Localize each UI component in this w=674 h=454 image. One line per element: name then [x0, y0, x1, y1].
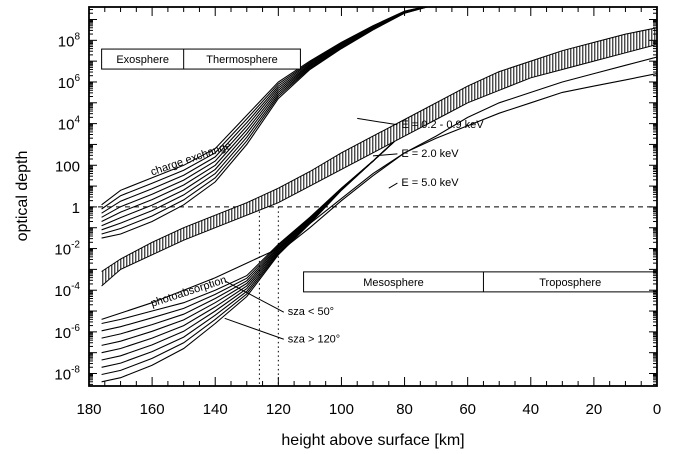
- region-label-1-0: Mesosphere: [363, 277, 424, 289]
- plot-area: [101, 7, 657, 383]
- region-box-0: [101, 48, 301, 70]
- y-tick-label: 10-6: [54, 323, 80, 342]
- region-label-1-1: Troposphere: [539, 277, 601, 289]
- photoabsorption-curve-9: [101, 102, 443, 383]
- y-tick-label: 1: [72, 200, 80, 217]
- grid-layer: [89, 206, 657, 386]
- band-fill: [101, 27, 657, 286]
- y-tick-label: 106: [58, 73, 81, 92]
- leader-line: [224, 317, 284, 340]
- band-upper-edge: [101, 27, 657, 272]
- leader-line: [388, 182, 398, 189]
- curve-3: [101, 56, 657, 320]
- annotation-label: E = 0.2 - 0.9 keV: [401, 119, 484, 131]
- charge_exchange-curve-9: [101, 7, 430, 239]
- annotation-label: sza < 50°: [288, 306, 334, 318]
- x-tick-label: 60: [459, 401, 476, 418]
- region-label-0-0: Exosphere: [116, 54, 169, 66]
- x-tick-label: 120: [266, 401, 291, 418]
- annotation-label: sza > 120°: [288, 333, 340, 345]
- y-tick-label: 10-4: [54, 281, 80, 300]
- x-tick-label: 20: [586, 401, 603, 418]
- region-boxes: Exosphere Thermosphere Mesosphere Troposphe…: [101, 48, 658, 293]
- region-label-0-1: Thermosphere: [206, 54, 278, 66]
- x-tick-label: 40: [522, 401, 539, 418]
- axes: 10-8 10-6 10-4 10-2 1 100 104 106 108 180 160 140 12…: [54, 7, 661, 418]
- annotation-label: photoabsorption: [149, 274, 228, 310]
- y-tick-label: 108: [58, 31, 81, 50]
- charge_exchange-curve-4: [101, 7, 428, 218]
- y-tick-label: 104: [58, 115, 81, 134]
- annotation-label: E = 5.0 keV: [401, 177, 459, 189]
- band-lower-edge: [101, 44, 657, 287]
- region-box-1: [303, 271, 658, 293]
- x-tick-label: 0: [653, 401, 661, 418]
- x-tick-label: 160: [140, 401, 165, 418]
- x-tick-label: 80: [396, 401, 413, 418]
- curve-4: [277, 73, 657, 254]
- annotation-label: E = 2.0 keV: [401, 148, 459, 160]
- x-tick-label: 100: [329, 401, 354, 418]
- y-tick-label: 10-8: [54, 365, 80, 384]
- x-tick-label: 140: [203, 401, 228, 418]
- leader-line: [357, 117, 398, 126]
- y-axis-label: optical depth: [14, 151, 31, 242]
- x-tick-label: 180: [76, 401, 101, 418]
- x-axis-label: height above surface [km]: [281, 432, 464, 449]
- plot-frame: [88, 6, 658, 387]
- y-tick-label: 100: [55, 158, 80, 175]
- leader-line: [372, 153, 398, 157]
- y-tick-label: 10-2: [54, 240, 80, 259]
- leader-line: [224, 280, 285, 313]
